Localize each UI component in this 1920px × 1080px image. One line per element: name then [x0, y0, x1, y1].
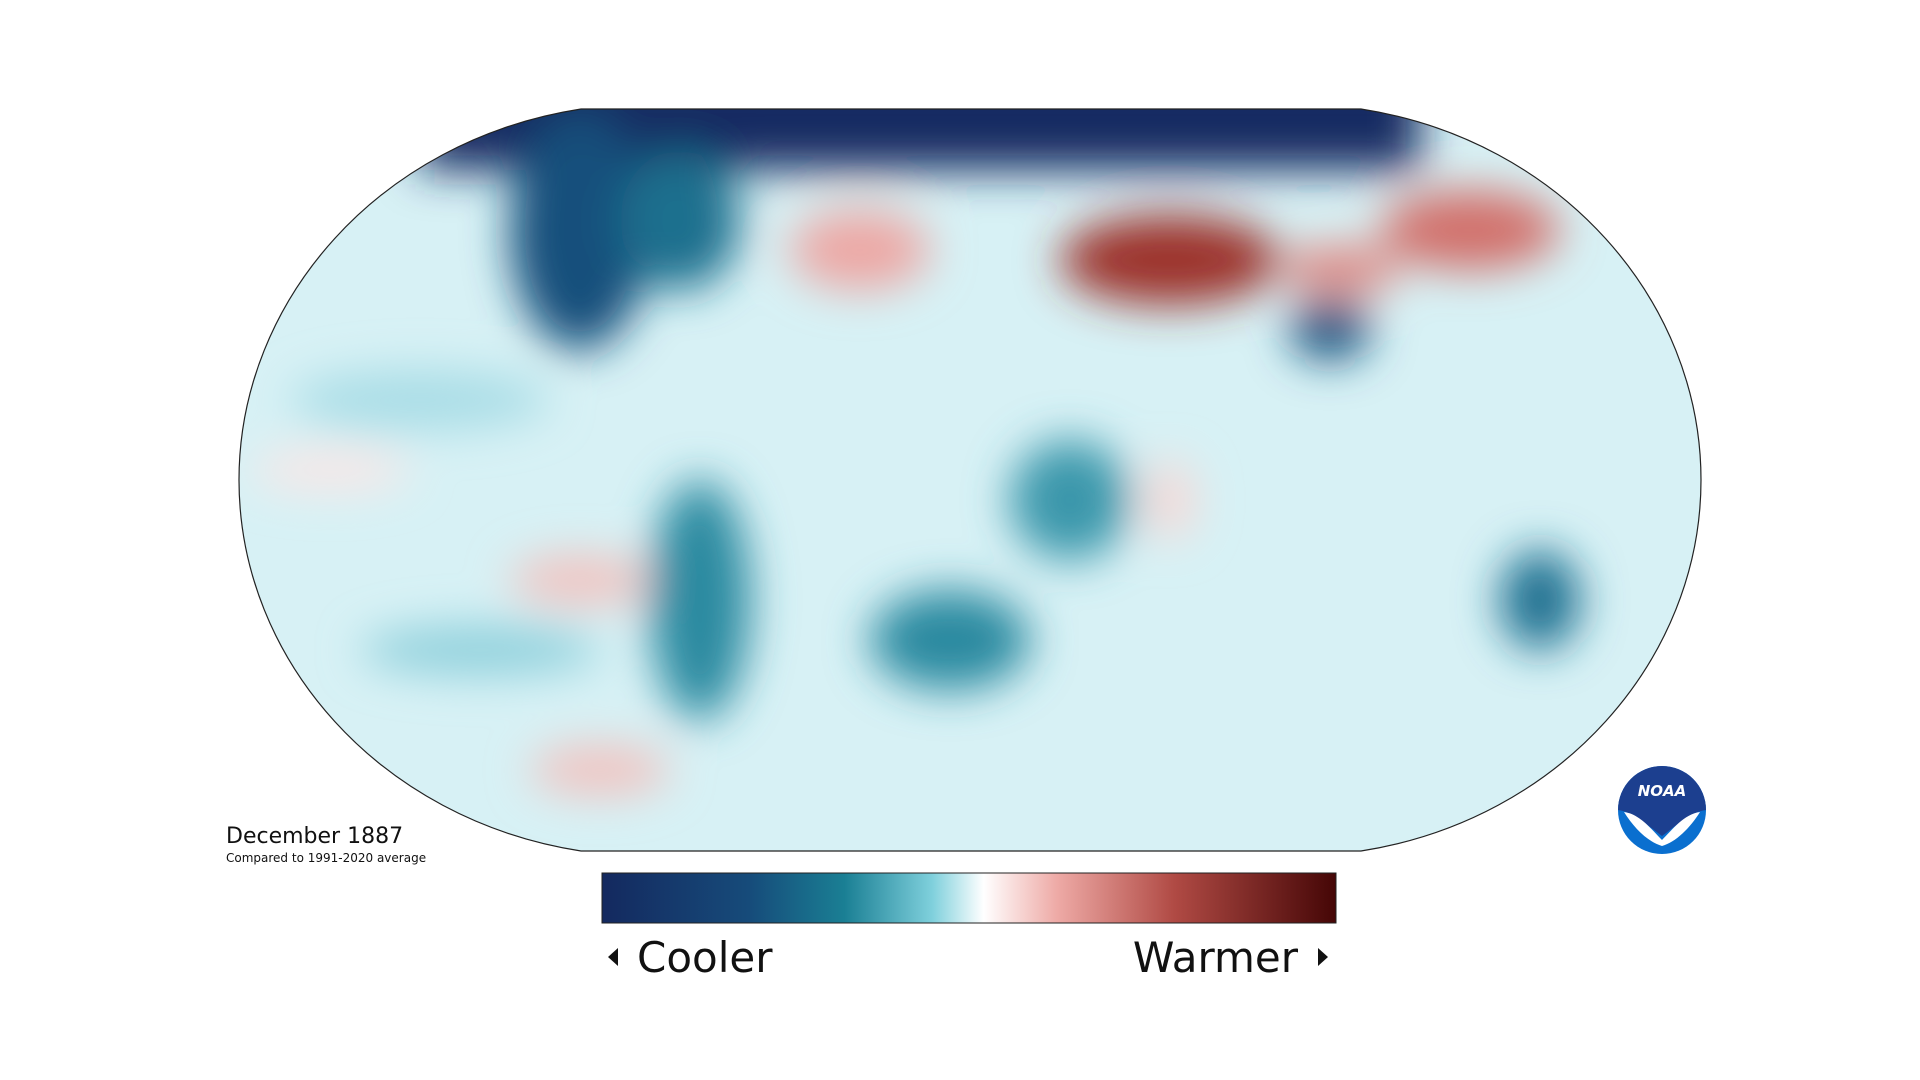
map-title: December 1887 — [226, 824, 403, 849]
right-arrow — [1318, 948, 1328, 966]
legend-low-label: Cooler — [637, 933, 773, 982]
legend-high-label: Warmer — [1133, 933, 1299, 982]
logo-text: NOAA — [1638, 782, 1687, 800]
map-subtitle: Compared to 1991-2020 average — [226, 851, 426, 865]
noaa-logo: NOAA — [1618, 766, 1706, 854]
left-arrow — [608, 948, 618, 966]
color-scale — [601, 872, 1337, 924]
map-outline — [238, 108, 1702, 852]
anomaly-field — [239, 109, 1701, 851]
